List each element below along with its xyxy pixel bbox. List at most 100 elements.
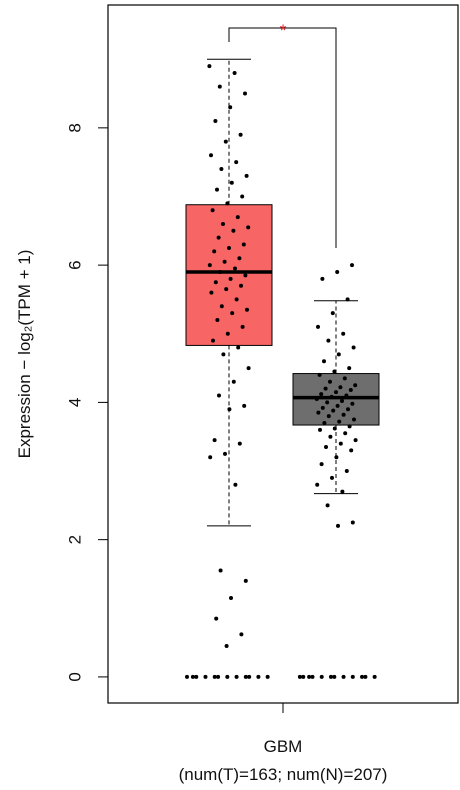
data-point [322, 420, 327, 425]
plot-frame [107, 4, 459, 704]
data-point [345, 297, 350, 302]
data-point [319, 392, 324, 397]
data-point [331, 408, 336, 413]
data-point [209, 153, 213, 158]
data-point [246, 366, 251, 371]
significance-bracket [228, 27, 337, 248]
data-point [216, 235, 221, 240]
data-point [360, 674, 365, 679]
data-point [325, 503, 330, 508]
data-point [213, 118, 218, 123]
data-point [353, 438, 358, 443]
data-point [228, 276, 233, 281]
data-point [234, 160, 239, 165]
data-point [240, 194, 245, 199]
data-point [329, 394, 334, 399]
data-point [212, 438, 217, 443]
data-point [243, 273, 248, 278]
data-point [225, 331, 230, 336]
data-point [208, 455, 213, 460]
y-tick-label: 6 [65, 260, 84, 269]
data-point [350, 520, 355, 525]
data-point [185, 674, 189, 679]
data-point [344, 469, 349, 474]
data-point [328, 434, 333, 439]
data-point [340, 399, 344, 404]
data-point [224, 644, 229, 649]
data-point [236, 345, 241, 350]
data-point [363, 674, 368, 679]
data-point [225, 201, 230, 206]
data-point [203, 674, 208, 679]
data-point [256, 674, 261, 679]
data-point [307, 674, 312, 679]
data-point [323, 386, 328, 391]
data-point [330, 475, 334, 480]
data-point [241, 242, 246, 247]
data-point [372, 674, 377, 679]
data-point [330, 311, 335, 316]
data-point [230, 311, 235, 316]
data-point [350, 674, 355, 679]
data-point [347, 424, 352, 429]
data-point [351, 345, 356, 350]
data-point [353, 383, 358, 388]
data-point [219, 167, 224, 172]
data-point [216, 674, 221, 679]
data-point [332, 369, 337, 374]
data-point [207, 263, 212, 268]
x-sublabel: (num(T)=163; num(N)=207) [179, 765, 388, 784]
data-point [243, 674, 248, 679]
data-point [338, 385, 343, 390]
data-point [221, 221, 225, 226]
data-point [318, 427, 322, 432]
data-point [315, 482, 320, 487]
data-point [234, 297, 239, 302]
data-point [217, 84, 222, 89]
data-point [233, 482, 238, 487]
significance-marker: * [280, 21, 287, 40]
data-point [243, 578, 248, 583]
data-point [190, 674, 195, 679]
data-point [240, 324, 245, 329]
data-point [350, 401, 355, 406]
data-point [332, 674, 337, 679]
data-point [232, 70, 237, 75]
data-point [341, 412, 346, 417]
data-point [212, 674, 217, 679]
data-point [317, 372, 322, 377]
data-point [227, 407, 232, 412]
data-point [338, 441, 343, 446]
data-point [225, 674, 230, 679]
data-point [328, 674, 333, 679]
y-tick-label: 0 [65, 672, 84, 681]
data-point [237, 441, 242, 446]
data-point [239, 632, 244, 637]
data-point [347, 366, 352, 371]
data-point [222, 259, 227, 264]
data-point [316, 410, 321, 415]
data-point [328, 379, 332, 384]
x-tick-label: GBM [264, 737, 303, 756]
data-point [237, 256, 242, 261]
data-point [242, 403, 247, 408]
data-point [348, 388, 353, 393]
data-point [217, 393, 221, 398]
data-point [194, 674, 199, 679]
data-point [332, 426, 337, 431]
y-axis-label: Expression − log₂(TPM + 1) [15, 250, 34, 459]
data-point [224, 287, 229, 292]
data-point [247, 674, 252, 679]
data-point [352, 417, 356, 422]
data-point [341, 674, 346, 679]
y-tick-label: 8 [65, 123, 84, 132]
data-point [320, 405, 325, 410]
data-point [223, 451, 227, 456]
data-point [210, 208, 215, 213]
data-point [214, 616, 219, 621]
data-point [239, 283, 243, 288]
data-point [301, 674, 306, 679]
data-point [218, 568, 223, 573]
data-point [227, 245, 231, 250]
y-tick-label: 2 [65, 535, 84, 544]
